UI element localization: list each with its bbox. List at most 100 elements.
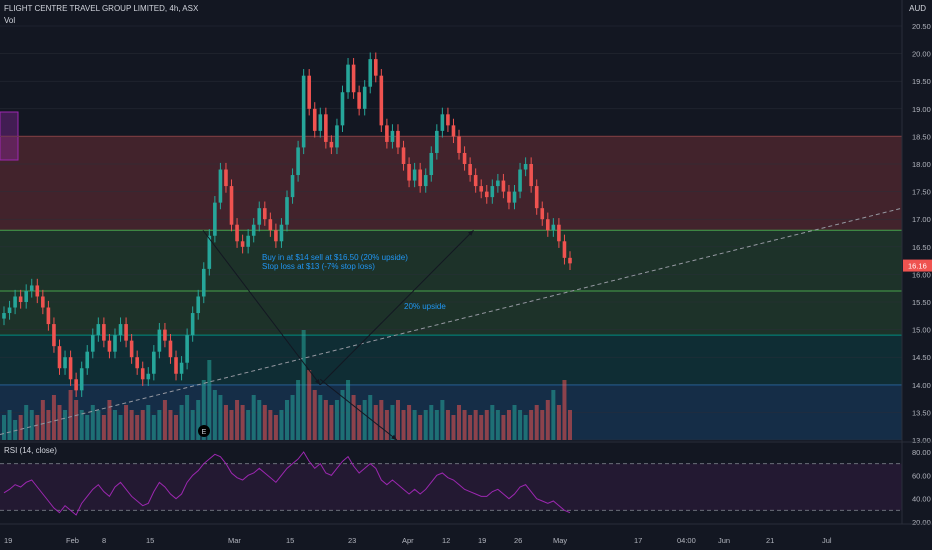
candle — [90, 335, 95, 352]
arrow-head-0 — [315, 378, 321, 385]
volume-bar — [90, 405, 95, 440]
volume-bar — [101, 415, 106, 440]
volume-bar — [85, 415, 90, 440]
x-tick-label: 19 — [4, 536, 12, 545]
volume-bar — [135, 415, 140, 440]
volume-bar — [318, 395, 323, 440]
volume-bar — [540, 410, 545, 440]
candle — [163, 329, 167, 341]
candle — [213, 202, 217, 236]
candle — [407, 164, 411, 181]
candle — [52, 324, 56, 347]
volume-bar — [423, 410, 428, 440]
upside-label: 20% upside — [404, 302, 446, 311]
y-tick-label: 13.50 — [912, 408, 931, 417]
candle — [68, 357, 73, 380]
candle — [18, 296, 23, 302]
candle — [190, 313, 195, 336]
candle — [435, 130, 439, 153]
volume-bar — [40, 400, 45, 440]
y-tick-label: 14.50 — [912, 353, 931, 362]
volume-bar — [390, 405, 395, 440]
candle — [13, 296, 17, 308]
rsi-tick-label: 40.00 — [912, 495, 931, 504]
candle — [340, 92, 345, 126]
candle — [41, 296, 45, 308]
x-tick-label: 15 — [146, 536, 154, 545]
candle — [246, 235, 250, 247]
volume-bar — [140, 410, 145, 440]
volume-bar — [201, 380, 206, 440]
candle — [312, 108, 317, 131]
candle — [35, 285, 40, 297]
volume-bar — [285, 400, 289, 440]
zone-2 — [0, 290, 902, 336]
volume-bar — [545, 400, 550, 440]
y-tick-label: 17.50 — [912, 188, 931, 197]
volume-bar — [96, 410, 101, 440]
volume-bar — [124, 405, 129, 440]
volume-bar — [529, 410, 534, 440]
candle — [457, 136, 461, 153]
volume-bar — [307, 370, 312, 440]
candle — [401, 147, 406, 164]
candle — [507, 191, 511, 203]
y-tick-label: 13.00 — [912, 436, 931, 445]
y-tick-label: 19.00 — [912, 105, 931, 114]
volume-bar — [207, 360, 212, 440]
candle — [207, 235, 212, 269]
volume-bar — [451, 415, 456, 440]
volume-bar — [268, 410, 273, 440]
volume-bar — [24, 405, 29, 440]
currency-label: AUD — [909, 4, 926, 13]
volume-bar — [235, 400, 240, 440]
candle — [512, 191, 517, 203]
candle — [118, 324, 123, 336]
volume-bar — [18, 415, 23, 440]
volume-bar — [368, 395, 373, 440]
x-tick-label: Jul — [822, 536, 832, 545]
candle — [373, 59, 378, 76]
volume-bar — [218, 395, 223, 440]
candle — [174, 357, 178, 374]
arrow-head-2 — [391, 434, 397, 440]
candle — [157, 329, 162, 352]
volume-bar — [473, 410, 478, 440]
candle — [140, 368, 145, 380]
candle — [29, 285, 34, 291]
volume-bar — [562, 380, 567, 440]
volume-bar — [251, 395, 256, 440]
volume-bar — [523, 415, 528, 440]
volume-bar — [357, 405, 362, 440]
candle — [257, 208, 262, 225]
candle — [412, 169, 417, 181]
candle — [57, 346, 62, 369]
volume-bar — [490, 405, 495, 440]
x-tick-label: 15 — [286, 536, 294, 545]
zone-3 — [0, 335, 902, 385]
candle — [296, 147, 300, 176]
volume-bar — [457, 405, 462, 440]
volume-bar — [462, 410, 467, 440]
x-tick-label: 23 — [348, 536, 356, 545]
volume-bar — [412, 410, 417, 440]
arrow-0 — [202, 229, 321, 386]
volume-bar — [212, 390, 217, 440]
zone-1 — [0, 230, 902, 291]
volume-bar — [79, 410, 84, 440]
y-tick-label: 18.00 — [912, 160, 931, 169]
volume-bar — [168, 410, 173, 440]
x-tick-label: 26 — [514, 536, 522, 545]
volume-bar — [556, 405, 561, 440]
volume-bar — [468, 415, 473, 440]
rsi-tick-label: 60.00 — [912, 471, 931, 480]
candle — [46, 307, 51, 325]
candle — [224, 169, 228, 187]
y-tick-label: 15.50 — [912, 298, 931, 307]
x-tick-label: Feb — [66, 536, 79, 545]
candle — [201, 268, 206, 297]
symbol-title: FLIGHT CENTRE TRAVEL GROUP LIMITED, 4h, … — [4, 4, 199, 13]
candle — [562, 241, 567, 258]
volume-bar — [63, 410, 68, 440]
